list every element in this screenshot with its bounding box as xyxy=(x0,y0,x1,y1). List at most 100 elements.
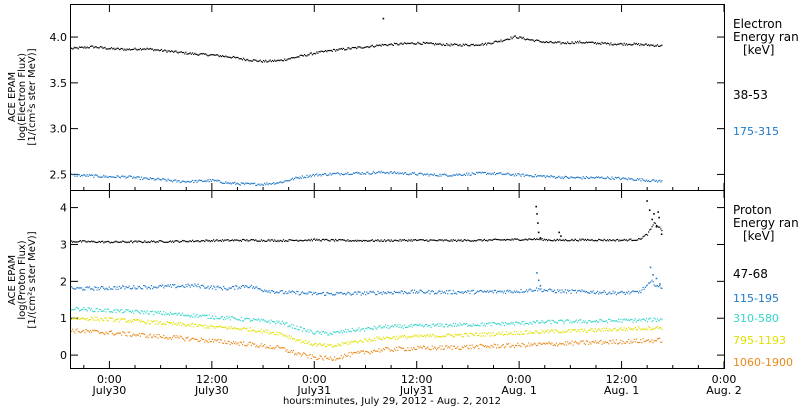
data-point xyxy=(147,313,149,315)
data-point xyxy=(382,171,384,173)
data-point xyxy=(635,338,637,340)
data-point xyxy=(577,176,579,178)
data-point xyxy=(604,329,606,331)
data-point xyxy=(211,288,214,290)
data-point xyxy=(592,177,594,179)
data-point xyxy=(607,42,609,44)
data-point xyxy=(105,48,107,50)
data-point xyxy=(418,172,420,175)
data-point xyxy=(418,239,420,241)
data-point xyxy=(619,341,621,344)
data-point xyxy=(215,179,217,181)
data-point xyxy=(456,347,458,349)
data-point xyxy=(360,173,362,175)
data-point xyxy=(142,321,144,323)
data-point xyxy=(551,240,553,242)
data-point xyxy=(383,239,386,241)
data-point xyxy=(603,327,605,329)
data-point xyxy=(448,333,450,335)
data-point xyxy=(524,174,527,176)
data-point xyxy=(165,50,167,52)
data-point xyxy=(317,330,319,332)
data-point xyxy=(517,291,519,293)
data-point xyxy=(646,320,649,323)
data-point xyxy=(593,331,595,333)
data-point xyxy=(474,240,477,242)
data-point xyxy=(208,54,210,56)
data-point xyxy=(342,47,345,49)
data-point xyxy=(580,239,582,241)
data-point xyxy=(359,46,361,48)
data-point xyxy=(375,239,377,241)
data-point xyxy=(583,328,585,330)
data-point xyxy=(359,239,361,242)
data-point xyxy=(173,335,175,337)
data-point xyxy=(619,239,621,241)
data-point xyxy=(276,345,278,347)
data-point xyxy=(589,341,591,343)
data-point xyxy=(532,176,534,178)
data-point xyxy=(226,56,228,58)
data-point xyxy=(251,342,254,344)
data-point xyxy=(547,290,549,292)
data-point xyxy=(308,54,310,56)
data-point xyxy=(605,319,608,322)
data-point xyxy=(85,319,87,321)
data-point xyxy=(155,286,157,288)
data-point xyxy=(510,36,512,38)
data-point xyxy=(331,294,333,296)
data-point xyxy=(609,178,611,180)
data-point xyxy=(224,326,226,328)
data-point xyxy=(516,238,518,240)
data-point xyxy=(578,290,580,292)
data-point xyxy=(158,285,160,287)
data-point xyxy=(563,291,565,293)
data-point xyxy=(108,317,110,319)
data-point xyxy=(543,332,545,334)
data-point xyxy=(541,175,543,177)
data-point xyxy=(643,179,645,181)
data-point xyxy=(356,47,358,50)
data-point xyxy=(355,351,357,353)
data-point xyxy=(567,177,569,179)
data-point xyxy=(428,240,430,242)
data-point xyxy=(471,290,473,292)
data-point xyxy=(94,310,96,313)
data-point xyxy=(210,285,212,287)
data-point xyxy=(228,316,230,318)
data-point xyxy=(188,340,190,342)
data-point xyxy=(393,348,396,350)
data-point xyxy=(402,336,404,338)
data-point xyxy=(114,334,116,336)
data-point xyxy=(296,56,298,58)
data-point xyxy=(650,281,652,283)
data-point xyxy=(518,239,520,241)
data-point xyxy=(520,175,522,177)
data-point xyxy=(328,174,330,176)
data-point xyxy=(484,240,487,242)
data-point xyxy=(584,42,586,44)
data-point xyxy=(639,318,641,320)
data-point xyxy=(467,347,469,349)
data-point xyxy=(526,174,528,176)
data-point xyxy=(329,293,331,295)
data-point xyxy=(609,318,611,320)
data-point xyxy=(328,344,330,346)
data-point xyxy=(490,332,492,335)
data-point xyxy=(91,316,93,318)
data-point xyxy=(327,239,329,241)
data-point xyxy=(399,172,401,174)
data-point xyxy=(314,292,316,294)
xtick-time-label: 12:00 xyxy=(196,373,228,386)
data-point xyxy=(470,44,472,46)
data-point xyxy=(342,174,345,176)
data-point xyxy=(608,177,610,179)
data-point xyxy=(491,172,493,174)
data-point xyxy=(149,323,151,325)
data-point xyxy=(91,240,93,242)
data-point xyxy=(169,51,171,53)
data-point xyxy=(569,177,571,179)
data-point xyxy=(651,226,653,228)
data-point xyxy=(429,239,431,241)
data-point xyxy=(349,48,351,50)
